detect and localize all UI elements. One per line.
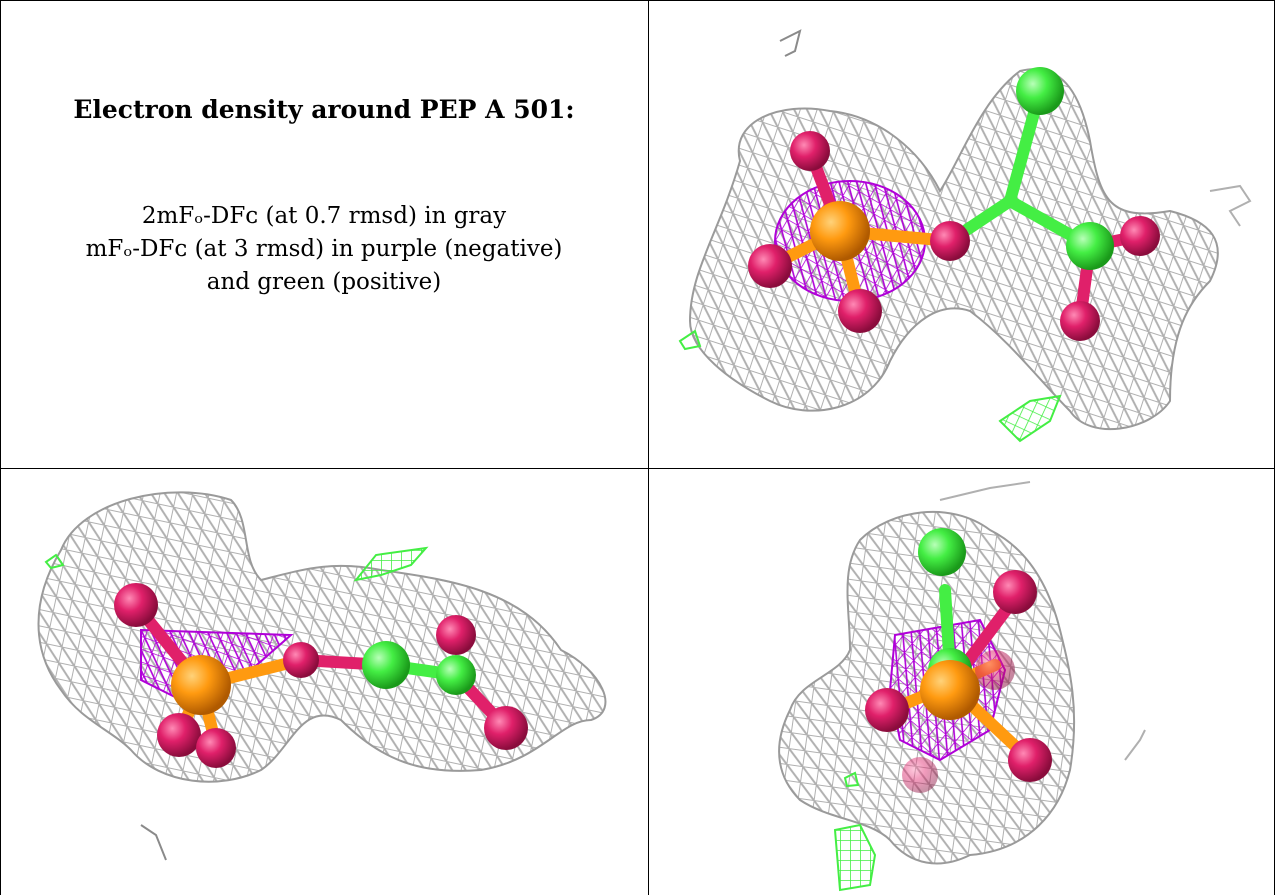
divider-horizontal: [0, 468, 1275, 469]
density-render-1: [650, 1, 1274, 467]
divider-vertical: [648, 0, 649, 895]
caption-body: 2mFₒ-DFᴄ (at 0.7 rmsd) in gray mFₒ-DFᴄ (…: [0, 200, 648, 299]
caption-line-2fo-dfc: 2mFₒ-DFᴄ (at 0.7 rmsd) in gray: [0, 200, 648, 233]
caption-line-fo-dfc: mFₒ-DFᴄ (at 3 rmsd) in purple (negative): [0, 233, 648, 266]
caption-line-green: and green (positive): [0, 266, 648, 299]
density-render-3: [650, 470, 1274, 895]
gray-density-mesh: [39, 492, 606, 860]
caption-title: Electron density around PEP A 501:: [0, 95, 648, 124]
density-view-bottom-left: [1, 470, 647, 895]
density-render-2: [1, 470, 647, 895]
caption-cell: Electron density around PEP A 501: 2mFₒ-…: [0, 0, 648, 468]
density-view-top-right: [650, 1, 1274, 467]
density-view-bottom-right: [650, 470, 1274, 895]
